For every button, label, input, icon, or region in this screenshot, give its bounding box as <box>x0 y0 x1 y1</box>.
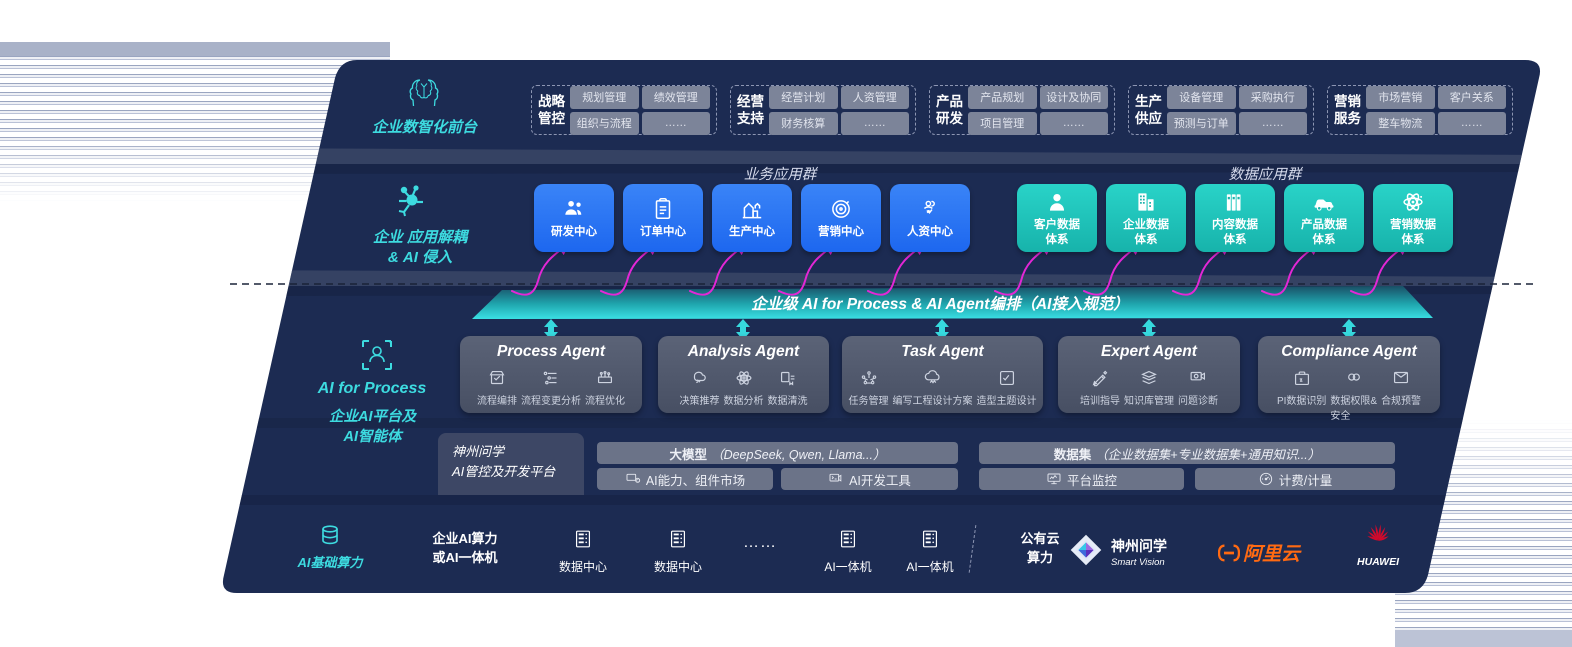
svg-text:企业级 AI for Process & AI Agent编: 企业级 AI for Process & AI Agent编排（AI接入规范） <box>751 295 1129 313</box>
